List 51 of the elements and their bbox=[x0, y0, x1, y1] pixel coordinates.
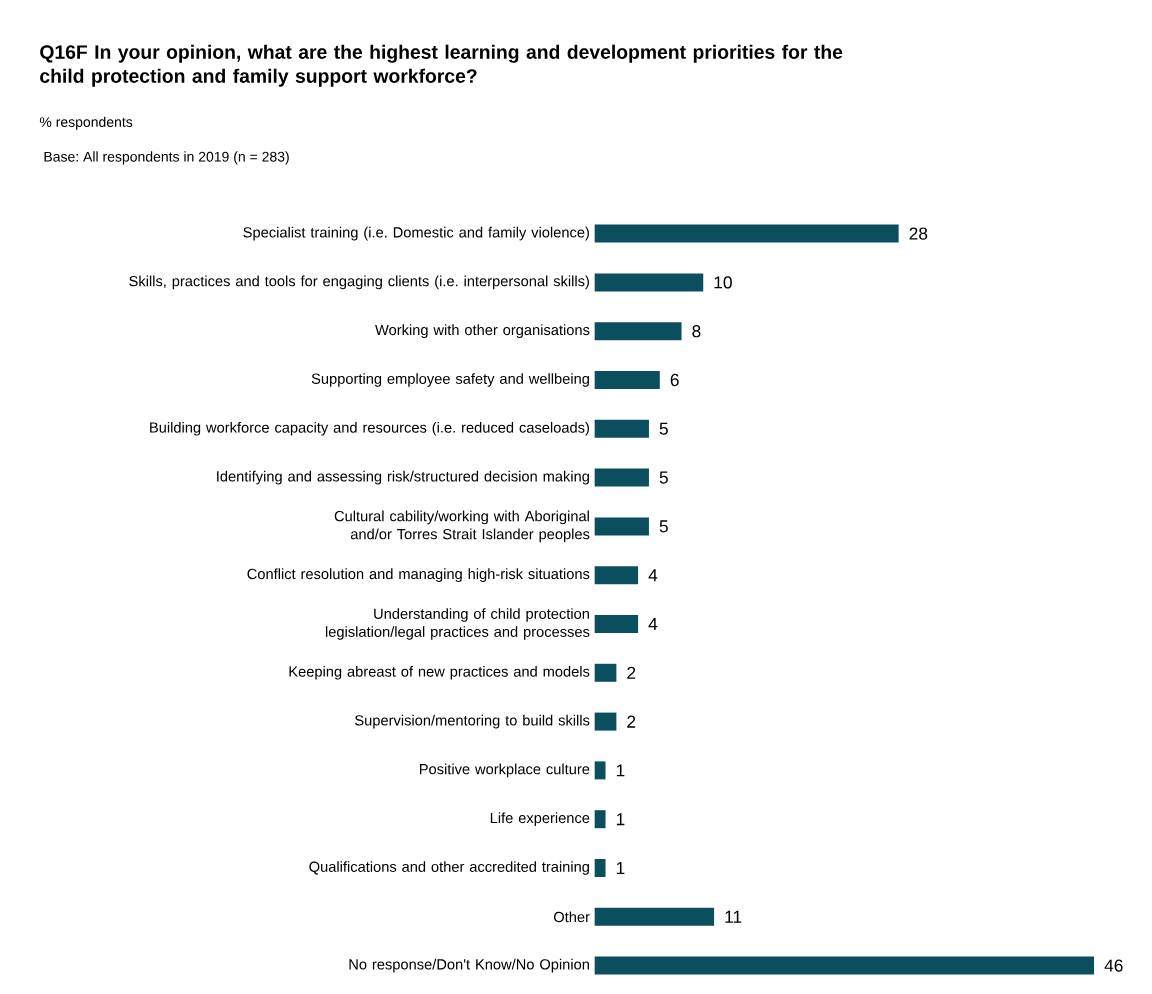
y-tick-label: Specialist training (i.e. Domestic and family violence) bbox=[243, 226, 589, 241]
data-label: 2 bbox=[627, 715, 636, 728]
y-tick-label: Life experience bbox=[490, 812, 590, 827]
y-tick-label: Skills, practices and tools for engaging clients (i.e. interpersonal skills) bbox=[129, 275, 589, 290]
bar bbox=[594, 810, 606, 829]
data-label: 5 bbox=[659, 471, 668, 484]
data-label: 46 bbox=[1104, 959, 1123, 972]
bar bbox=[594, 224, 899, 243]
data-label: 6 bbox=[670, 373, 679, 387]
data-label: 1 bbox=[616, 764, 625, 777]
bar bbox=[594, 322, 682, 341]
y-tick-label: Supervision/mentoring to build skills bbox=[355, 714, 590, 729]
text: % respondents bbox=[39, 116, 133, 130]
data-label: 1 bbox=[616, 813, 625, 826]
bar bbox=[594, 712, 617, 731]
chart-title: Q16F In your opinion, what are the highest learning and development priorities for the child protection and family support workforce? bbox=[40, 44, 843, 87]
data-label: 11 bbox=[725, 910, 742, 923]
y-tick-label: Cultural cability/working with Aboriginal and/or Torres Strait Islander peoples bbox=[334, 510, 590, 543]
bar bbox=[594, 956, 1095, 975]
y-tick-label: Working with other organisations bbox=[375, 324, 590, 339]
data-label: 28 bbox=[909, 227, 928, 240]
data-label: 4 bbox=[648, 569, 658, 582]
y-tick-label: Identifying and assessing risk/structured decision making bbox=[217, 470, 589, 485]
bar bbox=[594, 517, 649, 536]
y-tick-label: No response/Don't Know/No Opinion bbox=[349, 958, 589, 973]
text: Base: All respondents in 2019 (n = 283) bbox=[44, 151, 289, 165]
data-label: 4 bbox=[648, 618, 658, 630]
y-tick-label: Building workforce capacity and resources (i.e. reduced caseloads) bbox=[150, 421, 589, 436]
data-label: 5 bbox=[659, 520, 668, 533]
y-tick-label: Conflict resolution and managing high-risk situations bbox=[247, 568, 590, 583]
y-tick-label: Understanding of child protection legislation/legal practices and processes bbox=[325, 608, 590, 640]
bar bbox=[594, 761, 606, 780]
bar bbox=[594, 468, 649, 487]
bar bbox=[594, 907, 715, 926]
y-tick-label: Qualifications and other accredited training bbox=[309, 861, 589, 875]
y-tick-label: Positive workplace culture bbox=[419, 763, 590, 778]
bar bbox=[594, 370, 660, 389]
data-label: 8 bbox=[692, 325, 701, 338]
bar bbox=[594, 663, 617, 682]
bar bbox=[594, 419, 649, 438]
bar bbox=[594, 858, 606, 877]
y-tick-label: Supporting employee safety and wellbeing bbox=[311, 373, 589, 387]
data-label: 1 bbox=[616, 862, 625, 874]
data-label: 2 bbox=[627, 666, 636, 679]
bar bbox=[594, 566, 639, 585]
bar bbox=[594, 273, 704, 292]
data-label: 10 bbox=[714, 276, 732, 289]
data-label: 5 bbox=[659, 422, 668, 435]
bar bbox=[594, 615, 639, 633]
y-tick-label: Other bbox=[553, 911, 590, 923]
y-tick-label: Keeping abreast of new practices and models bbox=[289, 665, 590, 680]
